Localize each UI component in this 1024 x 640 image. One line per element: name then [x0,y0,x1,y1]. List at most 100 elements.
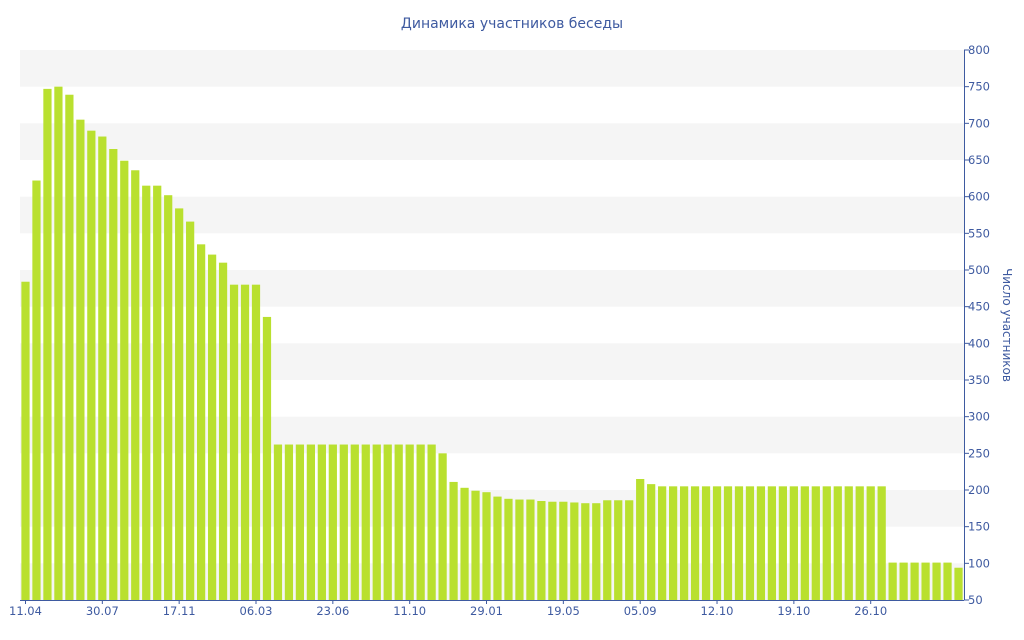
bar[interactable] [570,502,579,600]
bar[interactable] [789,486,798,600]
bar[interactable] [658,486,667,600]
y-tick-label: 550 [968,226,990,240]
bar[interactable] [383,444,392,600]
bar[interactable] [778,486,787,600]
grid-band [20,270,964,307]
bar[interactable] [932,562,941,600]
bar[interactable] [405,444,414,600]
bar[interactable] [537,501,546,600]
bar[interactable] [164,195,173,600]
x-tick-label: 26.10 [854,604,887,618]
x-tick-label: 05.09 [624,604,657,618]
y-tick-label: 350 [968,373,990,387]
bar[interactable] [679,486,689,600]
bar[interactable] [526,499,535,600]
bar[interactable] [21,281,30,600]
bar[interactable] [361,444,370,600]
bar[interactable] [482,492,491,600]
bar[interactable] [636,479,645,600]
bar[interactable] [504,498,513,600]
bar[interactable] [899,562,908,600]
bar[interactable] [756,486,766,600]
bar[interactable] [592,503,601,600]
bar[interactable] [603,500,612,600]
bar[interactable] [690,486,700,600]
bar[interactable] [284,444,294,600]
bar[interactable] [197,244,206,600]
bar[interactable] [548,501,557,600]
bar[interactable] [811,486,820,600]
bar[interactable] [306,444,315,600]
bar[interactable] [855,486,864,600]
bar[interactable] [581,503,590,600]
bar[interactable] [515,499,524,600]
bar[interactable] [669,486,678,600]
bar[interactable] [207,254,217,600]
bar[interactable] [734,486,744,600]
bar[interactable] [723,486,733,600]
bar[interactable] [493,496,502,600]
bar[interactable] [559,501,568,600]
bar[interactable] [328,444,337,600]
y-tick-label: 750 [968,80,990,94]
x-tick-label: 29.01 [470,604,503,618]
bar[interactable] [625,500,634,600]
bar[interactable] [954,567,963,600]
bar[interactable] [65,94,74,600]
bar[interactable] [295,444,305,600]
bar[interactable] [273,444,283,600]
bar[interactable] [317,444,326,600]
grid-band [20,196,964,234]
bar[interactable] [240,284,250,600]
bar[interactable] [43,88,52,601]
bar[interactable] [98,136,107,600]
bar[interactable] [142,185,151,601]
bar[interactable] [471,490,480,600]
bar[interactable] [767,486,777,600]
bar[interactable] [186,221,195,600]
y-tick-label: 200 [968,483,990,497]
bar[interactable] [647,484,656,600]
bar[interactable] [438,453,447,600]
y-tick-label: 450 [968,300,990,314]
bar[interactable] [701,486,711,600]
bar[interactable] [262,316,272,600]
y-tick-label: 150 [968,520,990,534]
bar[interactable] [866,486,875,600]
bar[interactable] [800,486,809,600]
bar[interactable] [87,130,96,601]
bar[interactable] [460,487,469,600]
bar[interactable] [943,562,952,600]
bar[interactable] [372,444,381,600]
bar[interactable] [449,481,458,600]
bar[interactable] [54,86,63,601]
bar[interactable] [822,486,831,600]
bar[interactable] [427,444,436,600]
bar[interactable] [218,262,228,600]
bar[interactable] [153,185,162,601]
bar[interactable] [614,500,623,600]
bar[interactable] [251,284,261,600]
bar[interactable] [833,486,842,600]
bar[interactable] [131,170,140,600]
bar[interactable] [745,486,755,600]
bar[interactable] [76,119,85,601]
bar[interactable] [350,444,359,600]
bar[interactable] [921,562,930,600]
bar[interactable] [888,562,897,600]
bar[interactable] [844,486,853,600]
bar[interactable] [229,284,239,600]
bar[interactable] [32,180,41,600]
bar[interactable] [394,444,403,600]
bar[interactable] [175,208,184,600]
bar[interactable] [416,444,425,600]
bar[interactable] [120,160,129,601]
bar[interactable] [339,444,348,600]
x-tick-label: 11.10 [393,604,426,618]
bar[interactable] [712,486,722,600]
y-tick-label: 800 [968,43,990,57]
bar[interactable] [877,486,886,600]
bar[interactable] [910,562,919,600]
bar[interactable] [109,149,118,600]
